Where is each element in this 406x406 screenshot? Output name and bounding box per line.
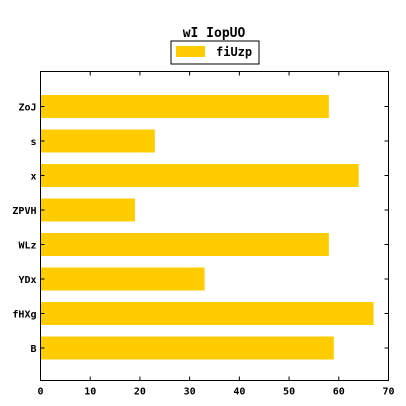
- x-tick-label: 40: [233, 387, 245, 398]
- x-tick-label: 30: [184, 387, 196, 398]
- bars-group: [40, 95, 374, 360]
- y-tick-label: WLz: [18, 241, 36, 252]
- y-tick-label: YDx: [18, 275, 36, 286]
- bar-fHXg: [40, 302, 374, 325]
- x-tick-label: 20: [134, 387, 146, 398]
- plot-frame: [40, 71, 389, 381]
- x-tick-label: 60: [333, 387, 345, 398]
- y-tick-label: B: [30, 344, 36, 355]
- bar-ZoJ: [40, 95, 329, 118]
- chart-title: wI IopUO: [183, 26, 246, 41]
- legend-swatch: [176, 46, 205, 57]
- y-tick-label: ZPVH: [12, 206, 36, 217]
- bar-B: [40, 336, 334, 360]
- x-tick-label: 0: [37, 387, 43, 398]
- y-tick-label: ZoJ: [18, 103, 36, 114]
- bar-x: [40, 164, 359, 187]
- bar-ZPVH: [40, 198, 135, 222]
- legend: fiUzp: [170, 40, 260, 65]
- bar-YDx: [40, 267, 205, 291]
- y-tick-label: fHXg: [12, 310, 36, 321]
- x-tick-label: 70: [382, 387, 394, 398]
- bar-s: [40, 129, 155, 153]
- x-tick-label: 10: [84, 387, 96, 398]
- bar-WLz: [40, 233, 329, 256]
- legend-label: fiUzp: [216, 45, 252, 59]
- y-tick-label: x: [30, 172, 36, 183]
- x-tick-label: 50: [283, 387, 295, 398]
- y-tick-label: s: [30, 137, 36, 148]
